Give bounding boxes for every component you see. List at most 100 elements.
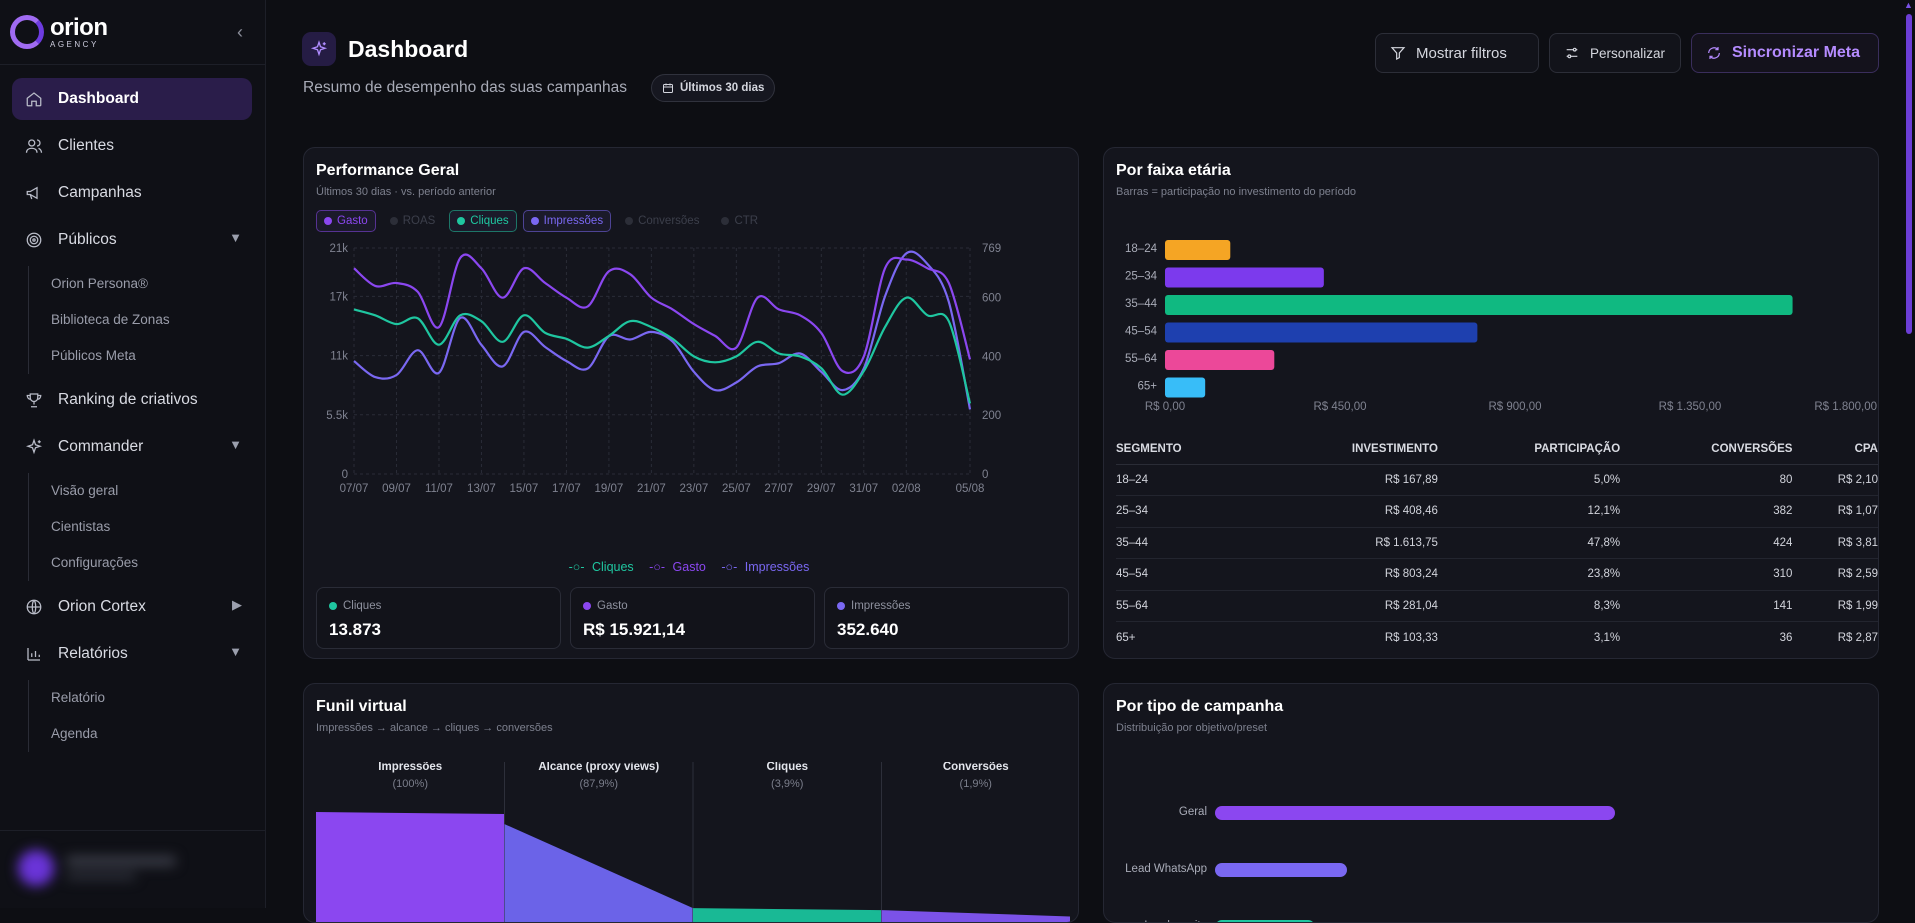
funnel-stage-area[interactable] xyxy=(316,812,505,923)
chevron-right-icon[interactable]: ▶ xyxy=(232,597,242,612)
chip-impressoes[interactable]: Impressões xyxy=(522,210,612,232)
stat-cliques: Cliques 13.873 xyxy=(316,587,561,649)
column-header[interactable]: INVESTIMENTO xyxy=(1255,434,1438,465)
sidebar-subitem-agenda[interactable]: Agenda xyxy=(51,726,98,741)
funnel-stage-pct: (100%) xyxy=(393,778,428,790)
filter-icon xyxy=(1390,47,1406,60)
series-line-impressoes[interactable] xyxy=(353,250,972,410)
campaign-type-bar[interactable] xyxy=(1215,863,1347,877)
sidebar-subitem-configuracoes[interactable]: Configurações xyxy=(51,555,139,570)
legend-gasto[interactable]: -○- Gasto xyxy=(649,560,706,574)
scroll-up-icon[interactable]: ▲ xyxy=(1904,0,1913,10)
sidebar-subitem-cientistas[interactable]: Cientistas xyxy=(51,519,111,534)
scrollbar[interactable]: ▲ xyxy=(1903,0,1915,908)
show-filters-button[interactable]: Mostrar filtros xyxy=(1375,33,1539,73)
column-header[interactable]: CPA xyxy=(1792,434,1878,465)
age-bar[interactable] xyxy=(1165,240,1231,260)
age-bar-label: 35–44 xyxy=(1125,298,1158,310)
y-right-tick-label: 0 xyxy=(982,469,988,481)
column-header[interactable]: CONVERSÕES xyxy=(1620,434,1793,465)
chip-ctr[interactable]: CTR xyxy=(713,210,766,232)
sidebar-item-dashboard[interactable]: Dashboard xyxy=(12,78,252,120)
table-row[interactable]: 65+ R$ 103,33 3,1% 36 R$ 2,87 xyxy=(1116,622,1878,654)
user-profile-blurred[interactable] xyxy=(6,840,206,896)
x-tick-label: 27/07 xyxy=(764,483,793,495)
chip-cliques[interactable]: Cliques xyxy=(449,210,517,232)
sidebar-item-ranking[interactable]: Ranking de criativos xyxy=(12,379,252,421)
funnel-stage-area[interactable] xyxy=(693,908,882,923)
legend-impressoes[interactable]: -○- Impressões xyxy=(721,560,810,574)
campaign-type-bar[interactable] xyxy=(1215,806,1615,820)
chip-gasto[interactable]: Gasto xyxy=(316,210,376,232)
sidebar-subitem-visao-geral[interactable]: Visão geral xyxy=(51,483,119,498)
sidebar-subitem-relatorio[interactable]: Relatório xyxy=(51,690,106,705)
column-header[interactable]: SEGMENTO xyxy=(1116,434,1256,465)
sidebar-item-relatorios[interactable]: Relatórios ▼ xyxy=(12,633,252,675)
chip-conversoes[interactable]: Conversões xyxy=(617,210,707,232)
y-right-tick-label: 769 xyxy=(982,243,1001,255)
table-row[interactable]: 45–54 R$ 803,24 23,8% 310 R$ 2,59 xyxy=(1116,558,1878,591)
column-header[interactable]: PARTICIPAÇÃO xyxy=(1437,434,1621,465)
sidebar-item-clientes[interactable]: Clientes xyxy=(12,125,252,167)
x-tick-label: 11/07 xyxy=(425,483,453,495)
series-line-gasto[interactable] xyxy=(353,253,972,375)
cell-cpa: R$ 2,87 xyxy=(1837,631,1878,644)
campaign-type-label: Lead WhatsApp xyxy=(1125,863,1207,875)
cell-segment: 25–34 xyxy=(1116,495,1256,528)
age-bar[interactable] xyxy=(1165,377,1206,398)
legend-cliques[interactable]: -○- Cliques xyxy=(568,560,634,574)
megaphone-icon xyxy=(24,183,44,203)
campaign-type-card: Por tipo de campanha Distribuição por ob… xyxy=(1103,683,1879,923)
globe-icon xyxy=(24,597,44,617)
age-bar[interactable] xyxy=(1165,350,1275,370)
age-bar[interactable] xyxy=(1165,322,1478,343)
x-tick-label: 19/07 xyxy=(595,483,624,495)
table-row[interactable]: 18–24 R$ 167,89 5,0% 80 R$ 2,10 xyxy=(1116,464,1878,496)
chip-roas[interactable]: ROAS xyxy=(382,210,444,232)
period-label: Últimos 30 dias xyxy=(680,82,765,94)
submenu-relatorios: Relatório Agenda xyxy=(28,680,252,752)
age-bar-label: 55–64 xyxy=(1125,353,1158,365)
collapse-sidebar-icon[interactable]: ‹ xyxy=(237,22,243,42)
age-bar[interactable] xyxy=(1165,295,1793,315)
scrollbar-thumb[interactable] xyxy=(1906,14,1912,334)
cell-cpa: R$ 2,59 xyxy=(1792,558,1878,591)
table-row[interactable]: 55–64 R$ 281,04 8,3% 141 R$ 1,99 xyxy=(1116,590,1878,622)
chevron-down-icon[interactable]: ▼ xyxy=(229,644,242,659)
age-bar-chart: 18–24 25–34 35–44 45–54 55–64 65+ R$ 0,00 R$ 45… xyxy=(1125,240,1877,413)
x-tick-label: 02/08 xyxy=(892,483,921,495)
series-line-cliques[interactable] xyxy=(353,296,972,404)
cell-investment: R$ 408,46 xyxy=(1255,495,1438,528)
age-bar-label: 18–24 xyxy=(1125,243,1158,255)
performance-legend: -○- Cliques -○- Gasto -○- Impressões xyxy=(304,560,1078,574)
stat-label: Cliques xyxy=(343,600,382,612)
brand-logo[interactable]: orion AGENCY xyxy=(10,14,108,50)
x-tick-label: 29/07 xyxy=(807,483,836,495)
dot-icon xyxy=(530,217,539,225)
sidebar-item-orion-cortex[interactable]: Orion Cortex ▶ xyxy=(12,586,252,628)
period-badge[interactable]: Últimos 30 dias xyxy=(651,74,776,102)
x-tick-label: 15/07 xyxy=(510,483,539,495)
age-bar[interactable] xyxy=(1165,267,1324,288)
sync-meta-button[interactable]: Sincronizar Meta xyxy=(1691,33,1879,73)
chevron-down-icon[interactable]: ▼ xyxy=(229,437,242,452)
customize-button[interactable]: Personalizar xyxy=(1549,33,1681,73)
funnel-stage-area[interactable] xyxy=(504,824,694,923)
sidebar-item-label: Campanhas xyxy=(58,184,142,201)
funnel-stage-area[interactable] xyxy=(881,910,1071,923)
sidebar-subitem-orion-persona[interactable]: Orion Persona® xyxy=(51,276,148,291)
x-tick-label: 07/07 xyxy=(340,483,369,495)
table-row[interactable]: 25–34 R$ 408,46 12,1% 382 R$ 1,07 xyxy=(1116,495,1878,528)
sidebar-subitem-biblioteca-zonas[interactable]: Biblioteca de Zonas xyxy=(51,312,170,327)
sidebar-item-commander[interactable]: Commander ▼ xyxy=(12,426,252,468)
sidebar-item-campanhas[interactable]: Campanhas xyxy=(12,172,252,214)
sidebar-item-publicos[interactable]: Públicos ▼ xyxy=(12,219,252,261)
trophy-icon xyxy=(24,390,44,410)
y-left-tick-label: 0 xyxy=(342,469,348,481)
table-row[interactable]: 35–44 R$ 1.613,75 47,8% 424 R$ 3,81 xyxy=(1116,527,1878,559)
sync-meta-label: Sincronizar Meta xyxy=(1732,44,1861,61)
sidebar-subitem-publicos-meta[interactable]: Públicos Meta xyxy=(51,348,136,363)
x-tick-label: 25/07 xyxy=(722,483,751,495)
chevron-down-icon[interactable]: ▼ xyxy=(229,230,242,245)
campaign-type-label: Geral xyxy=(1179,806,1207,818)
